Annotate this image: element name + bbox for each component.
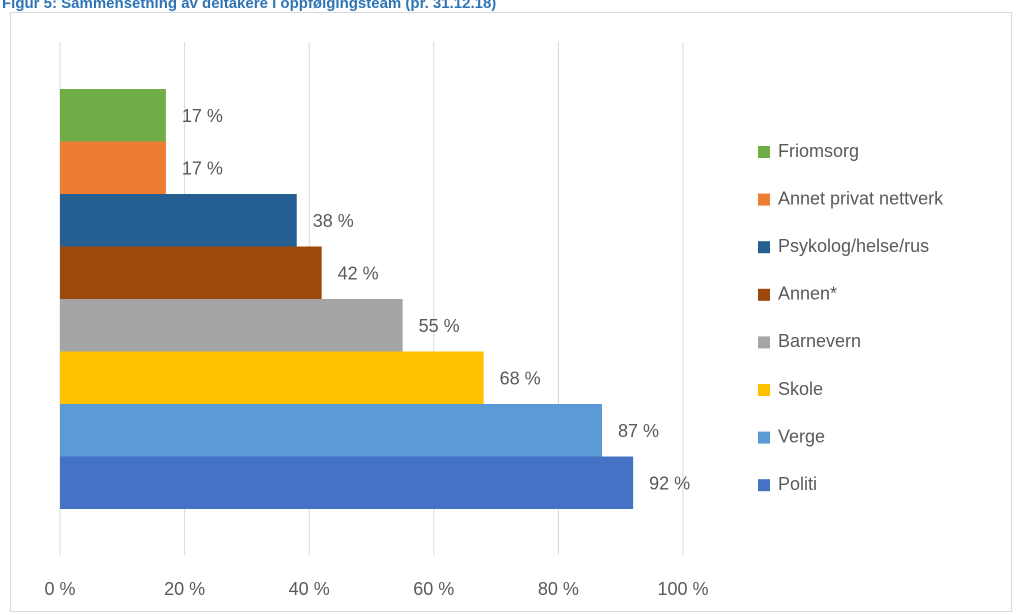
value-label: 55 % xyxy=(419,316,460,336)
bar xyxy=(60,246,322,299)
chart-title: Figur 5: Sammensetning av deltakere i op… xyxy=(2,0,496,12)
bar xyxy=(60,299,403,352)
legend-label: Skole xyxy=(778,379,823,399)
bar xyxy=(60,351,484,404)
legend-label: Barnevern xyxy=(778,331,861,351)
value-label: 87 % xyxy=(618,421,659,441)
x-tick-label: 80 % xyxy=(538,579,579,599)
bar xyxy=(60,141,166,194)
legend-swatch xyxy=(758,241,770,254)
value-label: 92 % xyxy=(649,474,690,494)
legend-swatch xyxy=(758,384,770,396)
bar xyxy=(60,404,603,457)
value-label: 38 % xyxy=(313,211,354,231)
x-tick-label: 100 % xyxy=(657,579,708,599)
legend-label: Verge xyxy=(778,426,825,446)
x-tick-label: 0 % xyxy=(44,579,75,599)
x-tick-label: 40 % xyxy=(289,579,330,599)
legend-swatch xyxy=(758,146,770,158)
legend-swatch xyxy=(758,479,770,492)
legend-label: Annen* xyxy=(778,284,837,304)
legend-swatch xyxy=(758,193,770,206)
bar xyxy=(60,456,634,509)
value-label: 17 % xyxy=(182,106,223,126)
bar xyxy=(60,89,166,142)
legend-label: Friomsorg xyxy=(778,141,859,161)
value-label: 17 % xyxy=(182,159,223,179)
value-label: 42 % xyxy=(338,264,379,284)
legend-swatch xyxy=(758,336,770,349)
legend-swatch xyxy=(758,288,770,301)
value-label: 68 % xyxy=(500,369,541,389)
x-tick-label: 60 % xyxy=(413,579,454,599)
legend-label: Psykolog/helse/rus xyxy=(778,236,929,256)
x-tick-label: 20 % xyxy=(164,579,205,599)
legend-label: Politi xyxy=(778,474,817,494)
bar xyxy=(60,194,297,247)
legend-label: Annet privat nettverk xyxy=(778,188,944,208)
legend-swatch xyxy=(758,431,770,444)
